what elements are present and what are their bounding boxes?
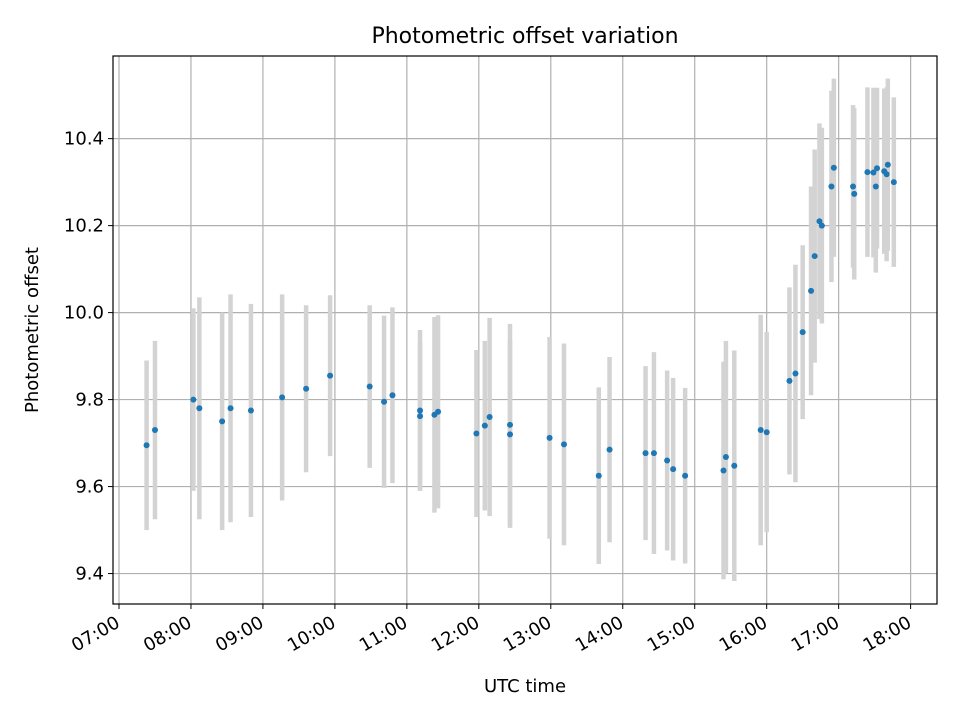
data-point [606,446,613,453]
data-point [757,427,764,434]
data-point [874,165,881,172]
y-tick-label: 10.2 [64,216,104,237]
data-point [763,429,770,436]
data-point [473,430,480,437]
data-point [792,370,799,377]
data-point [731,462,738,469]
data-point [507,431,514,438]
data-point [670,466,677,473]
data-point [143,442,150,449]
y-tick-label: 9.8 [75,390,104,411]
data-point [151,427,158,434]
data-point [786,377,793,384]
data-point [366,383,373,390]
data-point [507,421,514,428]
data-point [851,190,858,197]
data-point [435,408,442,415]
data-points [143,161,897,479]
chart-title: Photometric offset variation [371,24,678,49]
data-point [247,407,254,414]
y-tick-label: 9.6 [75,477,104,498]
data-point [722,453,729,460]
data-point [219,418,226,425]
data-point [481,422,488,429]
data-point [811,253,818,260]
data-point [664,457,671,464]
data-point [227,405,234,412]
data-point [720,467,727,474]
data-point [190,396,197,403]
data-point [884,161,891,168]
y-tick-label: 9.4 [75,564,104,585]
data-point [818,222,825,229]
data-point [682,472,689,479]
y-axis-ticks: 9.4 9.6 9.8 10.0 10.2 10.4 [64,129,113,585]
data-point [327,372,334,379]
y-tick-label: 10.0 [64,303,104,324]
data-point [560,441,567,448]
data-point [808,287,815,294]
data-point [864,169,871,176]
data-point [417,407,424,414]
data-point [486,413,493,420]
data-point [830,164,837,171]
data-point [650,450,657,457]
y-tick-label: 10.4 [64,129,104,150]
data-point [850,183,857,190]
data-point [872,183,879,190]
data-point [279,394,286,401]
data-point [381,398,388,405]
y-axis-label: Photometric offset [22,247,43,413]
data-point [870,169,877,176]
data-point [883,171,890,178]
data-point [595,472,602,479]
data-point [799,329,806,336]
data-point [417,413,424,420]
x-axis-label: UTC time [484,676,566,697]
plot-frame [112,55,938,605]
data-point [303,385,310,392]
data-point [890,179,897,186]
data-point [196,405,203,412]
data-point [828,183,835,190]
data-point [546,434,553,441]
data-point [389,392,396,399]
data-point [642,450,649,457]
